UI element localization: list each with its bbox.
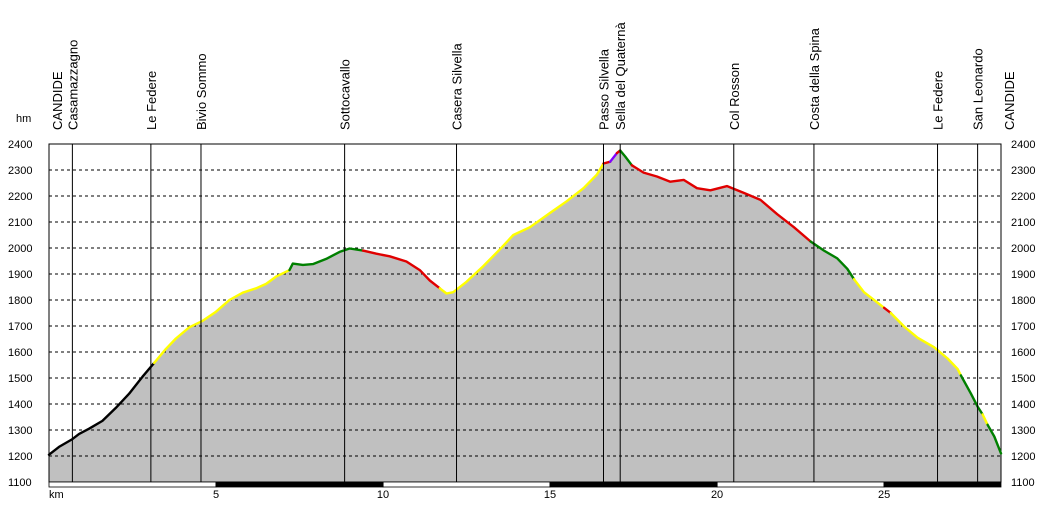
y-tick-left: 1400	[8, 399, 32, 411]
km-scale-segment	[883, 481, 1002, 488]
y-tick-right: 1400	[1011, 399, 1035, 411]
y-tick-left: 1800	[8, 295, 32, 307]
waypoint-label: Sella del Quaternà	[613, 22, 628, 130]
waypoint-label: Le Federe	[144, 71, 159, 130]
waypoint-label: San Leonardo	[971, 48, 986, 130]
y-tick-right: 1500	[1011, 373, 1035, 385]
profile-segment-yellow	[981, 413, 989, 426]
waypoint-label: CANDIDE	[1002, 71, 1017, 130]
y-tick-right: 2000	[1011, 243, 1035, 255]
y-tick-right: 1600	[1011, 347, 1035, 359]
profile-segment-red	[882, 306, 892, 315]
km-scale-segment	[716, 481, 885, 488]
waypoint-label: Bivio Sommo	[194, 53, 209, 130]
waypoint-label: Costa della Spina	[807, 27, 822, 130]
y-tick-left: 1500	[8, 373, 32, 385]
y-tick-left: 2200	[8, 191, 32, 203]
y-tick-left: 1600	[8, 347, 32, 359]
y-tick-left: 1300	[8, 425, 32, 437]
waypoint-label: Casera Silvella	[450, 43, 465, 130]
y-tick-right: 1100	[1011, 477, 1035, 489]
waypoint-label: Sottocavallo	[338, 59, 353, 130]
profile-segment-green	[986, 423, 1003, 455]
x-axis-unit: km	[49, 489, 64, 501]
y-tick-left: 1100	[8, 477, 32, 489]
x-tick-label: 20	[711, 489, 723, 501]
profile-segment-red	[630, 164, 812, 243]
waypoint-label: Le Federe	[931, 71, 946, 130]
y-tick-right: 1200	[1011, 451, 1035, 463]
profile-segment-green	[809, 240, 856, 281]
y-tick-right: 2100	[1011, 217, 1035, 229]
y-tick-left: 2300	[8, 165, 32, 177]
y-axis-unit: hm	[16, 113, 31, 125]
y-tick-left: 1700	[8, 321, 32, 333]
profile-segment-green	[288, 247, 365, 272]
waypoint-label: CANDIDE	[50, 71, 65, 130]
profile-area	[49, 150, 1001, 482]
y-tick-left: 2000	[8, 243, 32, 255]
profile-segment-green	[619, 149, 634, 167]
waypoint-label: Col Rosson	[727, 63, 742, 130]
waypoint-label: Passo Silvella	[597, 48, 612, 130]
km-scale-segment	[48, 481, 217, 488]
y-tick-left: 1900	[8, 269, 32, 281]
profile-segment-black	[47, 361, 156, 456]
waypoint-label: Casamazzagno	[65, 40, 80, 130]
km-scale-segment	[549, 481, 718, 488]
x-tick-label: 10	[377, 489, 389, 501]
y-tick-right: 2400	[1011, 139, 1035, 151]
x-tick-label: 5	[213, 489, 219, 501]
y-tick-right: 1700	[1011, 321, 1035, 333]
profile-segment-red	[361, 249, 441, 290]
y-tick-left: 2100	[8, 217, 32, 229]
profile-segment-yellow	[889, 311, 963, 377]
y-tick-right: 1900	[1011, 269, 1035, 281]
profile-segment-purple	[609, 151, 619, 163]
x-tick-label: 15	[544, 489, 556, 501]
profile-segment-green	[959, 374, 984, 416]
y-tick-right: 1300	[1011, 425, 1035, 437]
y-tick-right: 2300	[1011, 165, 1035, 177]
profile-segment-yellow	[438, 162, 605, 295]
profile-segment-yellow	[852, 278, 886, 309]
x-tick-label: 25	[878, 489, 890, 501]
profile-segment-yellow	[152, 268, 291, 365]
km-scale-segment	[382, 481, 551, 488]
y-tick-right: 2200	[1011, 191, 1035, 203]
y-tick-left: 1200	[8, 451, 32, 463]
km-scale-segment	[215, 481, 384, 488]
y-tick-right: 1800	[1011, 295, 1035, 307]
y-tick-left: 2400	[8, 139, 32, 151]
